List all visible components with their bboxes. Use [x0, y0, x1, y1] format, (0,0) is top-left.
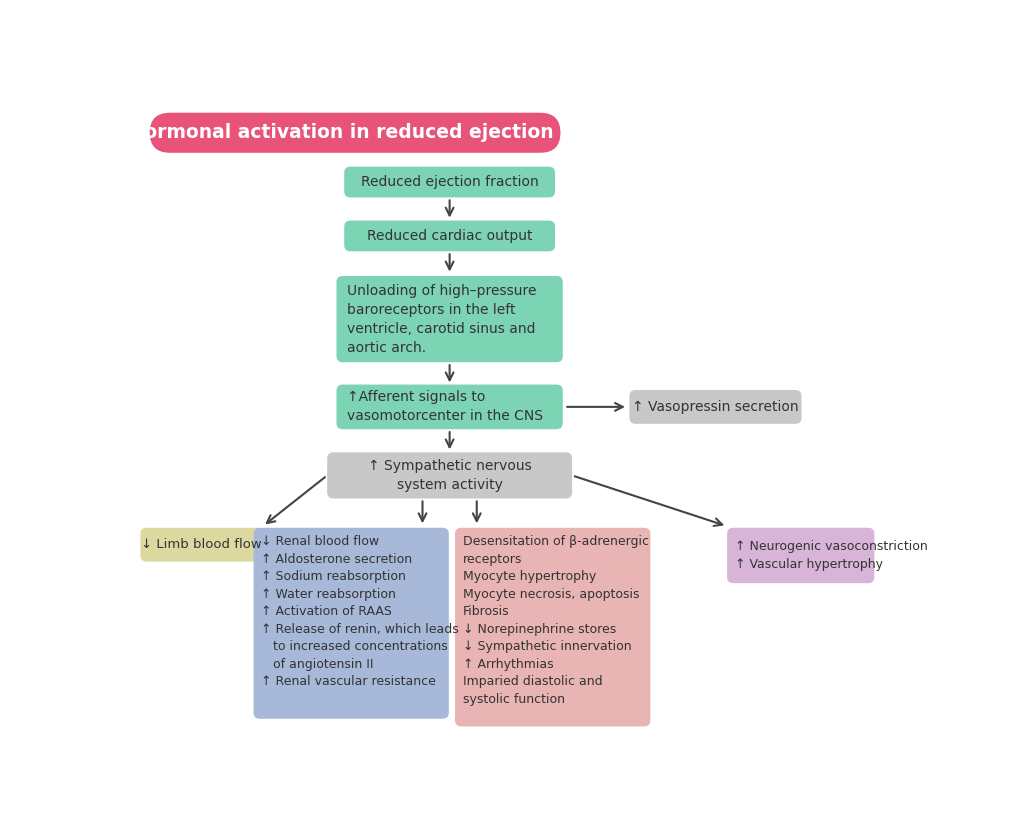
Text: Reduced ejection fraction: Reduced ejection fraction	[360, 175, 539, 189]
Text: Reduced cardiac output: Reduced cardiac output	[367, 229, 532, 243]
FancyBboxPatch shape	[344, 166, 555, 198]
Text: Neurohormonal activation in reduced ejection fraction: Neurohormonal activation in reduced ejec…	[68, 124, 643, 143]
FancyBboxPatch shape	[337, 385, 563, 429]
Text: ↑Afferent signals to
vasomotorcenter in the CNS: ↑Afferent signals to vasomotorcenter in …	[347, 391, 544, 424]
FancyBboxPatch shape	[328, 452, 572, 499]
FancyBboxPatch shape	[337, 276, 563, 363]
Text: ↑ Neurogenic vasoconstriction
↑ Vascular hypertrophy: ↑ Neurogenic vasoconstriction ↑ Vascular…	[735, 541, 928, 571]
Text: ↓ Renal blood flow
↑ Aldosterone secretion
↑ Sodium reabsorption
↑ Water reabsor: ↓ Renal blood flow ↑ Aldosterone secreti…	[261, 536, 459, 689]
Text: Desensitation of β-adrenergic
receptors
Myocyte hypertrophy
Myocyte necrosis, ap: Desensitation of β-adrenergic receptors …	[463, 536, 649, 706]
Text: ↑ Vasopressin secretion: ↑ Vasopressin secretion	[632, 400, 799, 414]
FancyBboxPatch shape	[254, 527, 449, 719]
FancyBboxPatch shape	[140, 527, 263, 562]
Text: Unloading of high–pressure
baroreceptors in the left
ventricle, carotid sinus an: Unloading of high–pressure baroreceptors…	[347, 283, 537, 354]
FancyBboxPatch shape	[150, 113, 560, 152]
FancyBboxPatch shape	[727, 527, 874, 583]
FancyBboxPatch shape	[344, 221, 555, 251]
FancyBboxPatch shape	[630, 390, 802, 424]
FancyBboxPatch shape	[455, 527, 650, 727]
Text: ↓ Limb blood flow: ↓ Limb blood flow	[141, 538, 262, 551]
Text: ↑ Sympathetic nervous
system activity: ↑ Sympathetic nervous system activity	[368, 459, 531, 492]
